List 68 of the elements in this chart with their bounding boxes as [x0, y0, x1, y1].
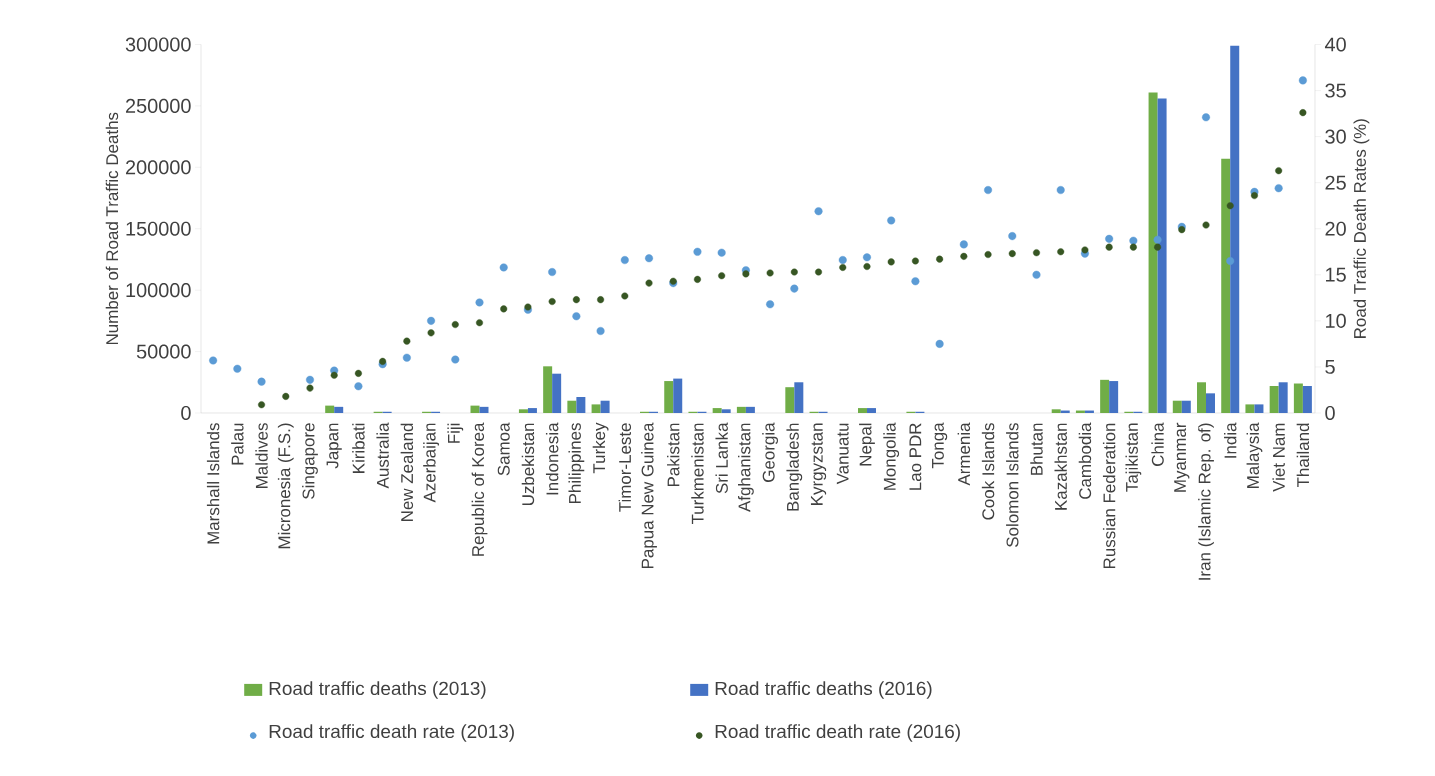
- y2-tick-label: 5: [1325, 359, 1335, 374]
- x-tick-label: Indonesia: [545, 422, 559, 495]
- x-tick-label: Timor-Leste: [618, 423, 632, 512]
- x-tick-label: Nepal: [859, 423, 875, 466]
- y-tick-label: 150000: [126, 221, 191, 236]
- x-tick-label: Mongolia: [883, 422, 900, 490]
- x-tick-label: China: [1151, 422, 1164, 466]
- x-tick-label: Armenia: [957, 422, 971, 486]
- x-tick-label: Bangladesh: [786, 423, 803, 511]
- x-tick-label: Azerbaijan: [423, 423, 439, 503]
- y2-tick-label: 35: [1325, 83, 1346, 98]
- x-tick-label: Kazakhstan: [1054, 423, 1067, 510]
- y-tick-label: 250000: [125, 98, 191, 113]
- x-tick-label: Uzbekistan: [521, 423, 535, 505]
- x-tick-label: Philippines: [568, 423, 585, 504]
- x-tick-label: India: [1224, 422, 1237, 458]
- x-tick-label: Kiribati: [352, 423, 365, 473]
- y2-tick-label: 25: [1325, 175, 1346, 190]
- x-tick-label: Kyrgyzstan: [810, 423, 827, 505]
- x-tick-label: Turkey: [592, 422, 609, 474]
- x-tick-label: Viet Nam: [1272, 423, 1285, 492]
- y2-tick-label: 10: [1326, 313, 1346, 328]
- y2-tick-label: 0: [1325, 405, 1335, 421]
- legend-label: Road traffic death rate (2013): [269, 724, 514, 742]
- x-tick-label: Russian Federation: [1102, 423, 1116, 568]
- y2-tick-label: 40: [1324, 37, 1346, 52]
- x-tick-label: Iran (Islamic Rep. of): [1198, 423, 1214, 580]
- x-tick-label: Thailand: [1296, 423, 1310, 488]
- x-tick-label: Afghanistan: [738, 423, 754, 512]
- x-tick-label: Bhutan: [1030, 423, 1043, 475]
- x-tick-label: New Zealand: [400, 423, 414, 521]
- y2-tick-label: 30: [1325, 129, 1346, 144]
- x-tick-label: Malaysia: [1246, 422, 1263, 488]
- x-tick-label: Lao PDR: [909, 423, 922, 490]
- x-tick-label: Marshall Islands: [206, 423, 220, 544]
- x-tick-label: Samoa: [497, 422, 510, 476]
- x-tick-label: Japan: [326, 423, 342, 469]
- x-tick-label: Australia: [376, 422, 389, 489]
- y-tick-label: 300000: [125, 37, 191, 52]
- x-tick-label: Fiji: [447, 423, 464, 443]
- y-tick-label: 50000: [136, 344, 191, 359]
- x-tick-label: Palau: [231, 423, 244, 465]
- x-tick-label: Maldives: [255, 423, 268, 488]
- y2-axis-title: Road Traffic Death Rates (%): [1353, 119, 1370, 338]
- x-tick-label: Tajikistan: [1125, 423, 1142, 492]
- x-tick-label: Georgia: [762, 422, 778, 482]
- x-tick-label: Papua New Guinea: [641, 422, 657, 569]
- legend-label: Road traffic deaths (2016): [715, 681, 932, 699]
- x-tick-label: Pakistan: [667, 423, 680, 487]
- y2-tick-label: 20: [1325, 221, 1346, 236]
- y-tick-label: 0: [181, 405, 191, 421]
- x-tick-label: Solomon Islands: [1006, 423, 1019, 547]
- y-tick-label: 200000: [125, 160, 191, 175]
- y-axis-title: Number of Road Traffic Deaths: [105, 112, 119, 345]
- x-tick-label: Sri Lanka: [715, 422, 728, 494]
- x-tick-label: Republic of Korea: [471, 422, 488, 556]
- legend-label: Road traffic death rate (2016): [715, 724, 960, 742]
- x-tick-label: Cook Islands: [981, 423, 995, 520]
- x-tick-label: Tonga: [932, 422, 948, 469]
- x-tick-label: Cambodia: [1078, 422, 1092, 499]
- y-tick-label: 100000: [126, 283, 191, 298]
- x-tick-label: Myanmar: [1174, 422, 1190, 492]
- x-tick-label: Turkmenistan: [691, 423, 704, 525]
- y2-tick-label: 15: [1326, 267, 1346, 282]
- x-tick-label: Vanuatu: [836, 423, 849, 485]
- x-tick-label: Singapore: [302, 423, 318, 499]
- legend-label: Road traffic deaths (2013): [269, 681, 486, 699]
- x-tick-label: Micronesia (F.S.): [277, 423, 294, 549]
